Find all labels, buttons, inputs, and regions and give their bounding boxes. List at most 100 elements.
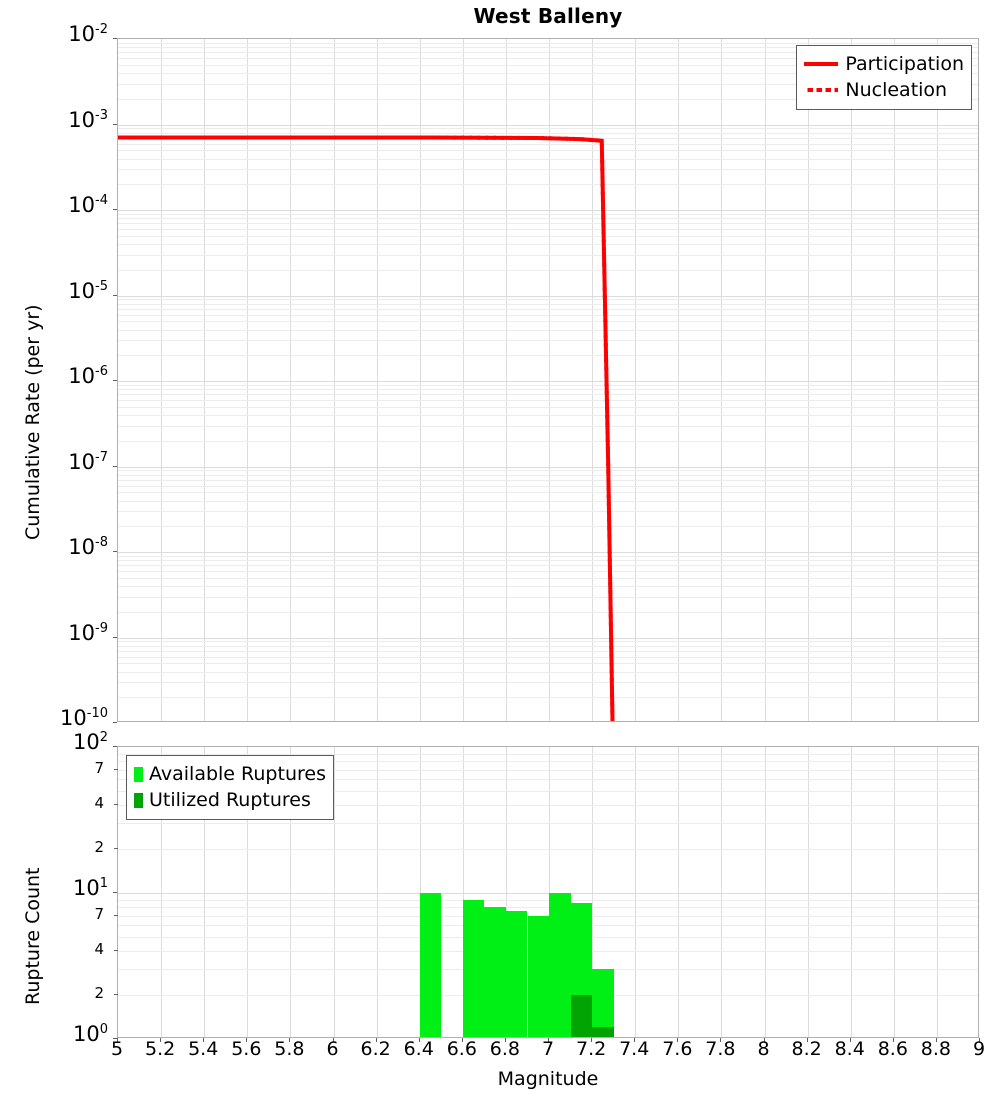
y-axis-label-top: Cumulative Rate (per yr)	[22, 304, 44, 540]
y-tick-mark	[113, 294, 117, 296]
gridline-horizontal-minor	[118, 314, 978, 316]
gridline-horizontal	[118, 552, 978, 553]
x-axis-label: Magnitude	[497, 1068, 599, 1090]
gridline-horizontal-minor	[118, 158, 978, 160]
y-tick-mark	[114, 804, 118, 806]
x-tick-label: 6.4	[403, 1038, 434, 1060]
gridline-vertical	[850, 747, 852, 1037]
gridline-horizontal-minor	[118, 641, 978, 643]
gridline-vertical	[635, 39, 637, 721]
gridline-vertical	[333, 39, 335, 721]
gridline-horizontal-minor	[118, 663, 978, 665]
gridline-horizontal-minor	[118, 400, 978, 401]
bar-available-ruptures	[527, 915, 549, 1037]
y-tick-label: 101	[72, 876, 108, 900]
y-tick-label: 10-8	[68, 535, 108, 559]
x-tick-label: 6	[326, 1038, 339, 1060]
gridline-horizontal-minor	[118, 384, 978, 386]
x-tick-mark	[203, 1038, 205, 1042]
x-tick-label: 5	[110, 1038, 124, 1060]
legend-item-participation[interactable]: Participation	[804, 51, 964, 77]
bar-utilized-ruptures	[592, 1027, 614, 1037]
x-tick-label: 8.6	[877, 1038, 908, 1060]
y-tick-mark	[113, 209, 117, 210]
gridline-horizontal	[118, 893, 978, 894]
x-tick-label: 9	[972, 1038, 986, 1060]
gridline-horizontal-minor	[118, 254, 978, 256]
gridline-vertical	[678, 39, 680, 721]
bar-available-ruptures	[592, 969, 614, 1037]
x-tick-mark	[548, 1038, 549, 1042]
y-tick-label: 10-6	[68, 364, 108, 388]
bar-available-ruptures	[419, 893, 442, 1037]
y-tick-mark	[114, 950, 118, 952]
x-tick-mark	[160, 1038, 162, 1042]
dotted-line-icon	[804, 88, 839, 92]
gridline-horizontal-minor	[118, 218, 978, 220]
gridline-horizontal-minor	[118, 244, 978, 245]
gridline-horizontal-minor	[118, 805, 978, 807]
x-tick-mark	[849, 1038, 851, 1042]
legend-item-available-ruptures[interactable]: Available Ruptures	[134, 761, 326, 787]
gridline-vertical	[204, 39, 206, 721]
gridline-horizontal-minor	[118, 907, 978, 909]
y-tick-label-minor: 7	[94, 904, 104, 923]
x-tick-label: 8	[757, 1038, 770, 1060]
plot-area-cumulative-rate: Participation Nucleation	[117, 38, 979, 722]
gridline-horizontal-minor	[118, 645, 978, 647]
x-tick-label: 7.6	[662, 1038, 693, 1060]
gridline-horizontal-minor	[118, 779, 978, 781]
gridline-horizontal-minor	[118, 128, 978, 130]
gridline-horizontal-minor	[118, 485, 978, 487]
legend-item-nucleation[interactable]: Nucleation	[804, 77, 964, 103]
gridline-vertical	[505, 39, 507, 721]
gridline-horizontal-minor	[118, 229, 978, 230]
y-tick-label: 10-9	[68, 620, 108, 645]
gridline-horizontal-minor	[118, 611, 978, 613]
gridline-vertical	[549, 747, 550, 1037]
gridline-vertical	[462, 39, 464, 721]
x-tick-label: 7.2	[575, 1038, 607, 1060]
y-tick-mark	[113, 380, 117, 381]
gridline-vertical	[807, 39, 809, 721]
x-tick-mark	[418, 1038, 420, 1042]
gridline-vertical	[678, 747, 680, 1037]
gridline-horizontal-minor	[118, 389, 978, 391]
gridline-horizontal-minor	[118, 823, 978, 825]
gridline-horizontal-minor	[118, 184, 978, 186]
x-tick-mark	[289, 1038, 291, 1042]
legend-item-utilized-ruptures[interactable]: Utilized Ruptures	[134, 787, 326, 813]
x-tick-label: 8.8	[920, 1038, 951, 1060]
gridline-vertical	[721, 747, 723, 1037]
y-tick-label: 10-2	[68, 22, 108, 46]
gridline-horizontal-minor	[118, 500, 978, 502]
x-tick-mark	[461, 1038, 463, 1042]
gridline-horizontal-minor	[118, 899, 978, 901]
y-tick-mark	[113, 746, 117, 747]
gridline-horizontal-minor	[118, 849, 978, 850]
y-tick-label: 100	[72, 1022, 108, 1046]
y-tick-label: 10-5	[68, 278, 108, 303]
gridline-horizontal-minor	[118, 355, 978, 357]
x-tick-label: 7.8	[705, 1038, 736, 1060]
x-tick-label: 5.8	[274, 1038, 305, 1060]
available-swatch-icon	[134, 766, 143, 782]
y-tick-label-minor: 4	[94, 794, 104, 813]
y-tick-label: 10-3	[68, 107, 108, 132]
legend-rupture-count: Available Ruptures Utilized Ruptures	[126, 755, 334, 820]
gridline-vertical	[936, 39, 938, 721]
gridline-horizontal-minor	[118, 47, 978, 49]
x-tick-mark	[763, 1038, 765, 1042]
legend-label-participation: Participation	[845, 53, 964, 75]
x-tick-mark	[677, 1038, 679, 1042]
gridline-vertical	[807, 747, 809, 1037]
gridline-horizontal-minor	[118, 511, 978, 513]
gridline-horizontal-minor	[118, 42, 978, 44]
y-tick-mark	[113, 38, 117, 39]
gridline-horizontal-minor	[118, 769, 978, 771]
gridline-horizontal-minor	[118, 394, 978, 396]
y-tick-label-minor: 4	[94, 940, 104, 959]
gridline-horizontal-minor	[118, 223, 978, 225]
gridline-horizontal-minor	[118, 150, 978, 152]
